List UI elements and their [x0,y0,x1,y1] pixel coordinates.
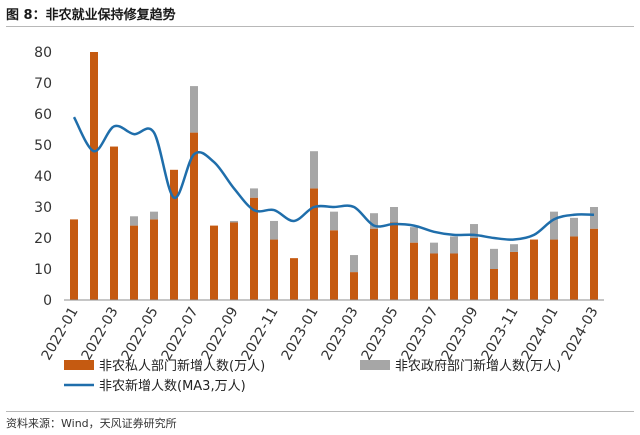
ma3-line-series [72,116,595,241]
private-bar [550,239,558,300]
government-bar [470,224,478,238]
source-note: 资料来源：Wind，天风证券研究所 [6,417,177,430]
government-bar [350,255,358,273]
government-bar [330,211,338,231]
ma3-line [72,116,595,241]
x-tick-label: 2024-03 [559,304,602,363]
footer-rule [6,411,634,412]
private-bar [70,219,78,300]
private-bar [150,219,158,300]
legend-label-ma3: 非农新增人数(MA3,万人) [99,378,246,394]
x-tick-label: 2023-09 [439,304,482,363]
y-tick-label: 60 [34,107,52,123]
government-bar [230,220,238,223]
private-bar [370,228,378,300]
x-tick-label: 2022-11 [239,304,282,363]
x-tick-label: 2022-09 [199,304,242,363]
private-bar [310,188,318,300]
y-axis: 0 10 20 30 40 50 60 70 80 [34,45,52,309]
government-bar [190,86,198,133]
government-bar [150,211,158,220]
legend-label-private: 非农私人部门新增人数(万人) [99,358,265,374]
government-bar [410,227,418,243]
figure-title: 图 8：非农就业保持修复趋势 [6,8,176,23]
private-bar [210,225,218,300]
government-bar [370,213,378,229]
private-bar [290,258,298,300]
y-tick-label: 20 [34,231,52,247]
y-tick-label: 0 [43,293,52,309]
x-tick-label: 2023-05 [359,304,402,363]
government-bar [430,242,438,254]
government-bar [250,188,258,198]
legend-swatch-government [360,360,390,370]
private-bar [130,225,138,300]
private-bar [110,146,118,300]
government-bar [510,244,518,252]
y-tick-label: 70 [34,76,52,92]
government-bar [590,207,598,229]
government-bar [570,217,578,237]
y-tick-label: 80 [34,45,52,61]
private-bar [90,52,98,300]
x-tick-label: 2023-11 [479,304,522,363]
x-tick-label: 2022-01 [39,304,82,363]
private-bar [330,230,338,300]
private-bar [530,239,538,300]
private-bar [190,132,198,300]
x-tick-label: 2022-03 [79,304,122,363]
x-axis: 2022-012022-032022-052022-072022-092022-… [39,299,604,363]
legend: 非农私人部门新增人数(万人) 非农政府部门新增人数(万人) 非农新增人数(MA3,万… [64,358,561,394]
private-bar [490,269,498,300]
government-bar [270,220,278,240]
private-bar [430,253,438,300]
private-bar [510,251,518,300]
y-tick-label: 50 [34,138,52,154]
government-bar [130,216,138,226]
private-bar [450,253,458,300]
private-bar [170,169,178,300]
government-bar [490,248,498,269]
x-tick-label: 2022-07 [159,304,202,363]
private-bar [270,239,278,300]
y-tick-label: 40 [34,169,52,185]
bar-series [70,52,598,300]
y-tick-label: 30 [34,200,52,216]
y-tick-label: 10 [34,262,52,278]
private-bar [590,228,598,300]
title-rule [6,26,634,27]
x-tick-label: 2023-01 [279,304,322,363]
private-bar [390,222,398,300]
legend-label-government: 非农政府部门新增人数(万人) [395,358,561,374]
x-tick-label: 2022-05 [119,304,162,363]
private-bar [250,197,258,300]
x-tick-label: 2024-01 [519,304,562,363]
private-bar [570,236,578,300]
private-bar [470,238,478,300]
government-bar [450,236,458,254]
x-tick-label: 2023-07 [399,304,442,363]
private-bar [410,242,418,300]
x-tick-label: 2023-03 [319,304,362,363]
legend-swatch-private [64,360,94,370]
private-bar [230,222,238,300]
government-bar [310,151,318,189]
government-bar [550,211,558,240]
government-bar [390,207,398,223]
private-bar [350,272,358,300]
